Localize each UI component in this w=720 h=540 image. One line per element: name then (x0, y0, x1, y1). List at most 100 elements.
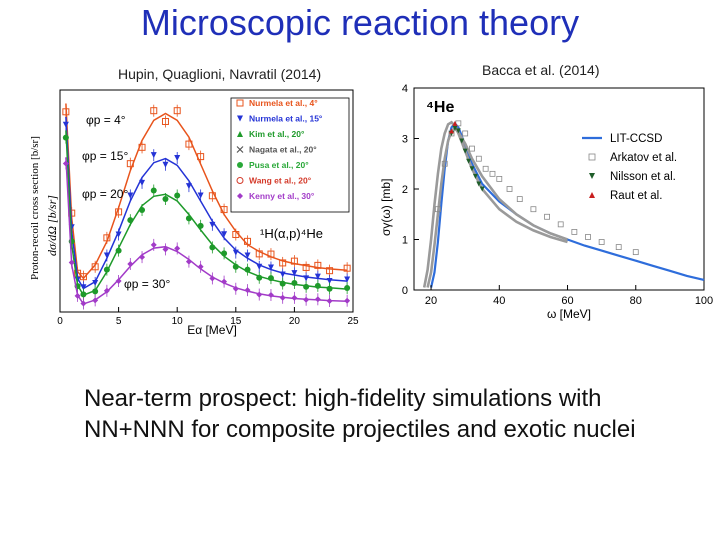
left-point (62, 160, 69, 167)
right-legend: LIT-CCSD Arkatov et al. Nilsson et al. Raut… (582, 133, 677, 202)
right-xtick-label: 40 (493, 295, 505, 307)
right-legend-marker (588, 153, 596, 161)
left-point (326, 278, 333, 285)
left-curve-2 (65, 116, 348, 290)
left-point (92, 279, 99, 286)
left-point (115, 247, 122, 254)
right-ytick-label: 4 (402, 83, 408, 95)
left-point (344, 284, 351, 291)
left-point (220, 206, 228, 214)
left-point (291, 294, 298, 301)
left-point (279, 294, 286, 301)
left-point (221, 231, 228, 238)
left-point (303, 296, 310, 303)
angle-label-15: φp = 15° (82, 149, 128, 163)
right-point-4 (482, 165, 489, 172)
left-point (344, 297, 351, 304)
left-point (343, 264, 351, 272)
left-legend-label: Wang et al., 20° (249, 176, 312, 186)
left-point (291, 270, 298, 277)
right-curve-band-lower (426, 126, 568, 288)
left-legend-label: Kim et al., 20° (249, 129, 305, 139)
left-point (127, 260, 134, 267)
left-point (255, 250, 263, 258)
right-point-5 (455, 128, 461, 134)
right-point-5 (472, 173, 478, 179)
right-series-layer (422, 120, 705, 288)
left-legend: Nurmela et al., 4° Nurmela et al., 15° Kim… (236, 98, 323, 201)
left-point (138, 143, 146, 151)
right-xtick-label: 80 (630, 295, 642, 307)
left-xtick-label: 0 (57, 316, 63, 327)
left-point (150, 152, 157, 159)
left-point (279, 271, 286, 278)
right-point-4 (585, 234, 591, 240)
left-point (185, 140, 193, 148)
left-legend-marker (236, 146, 244, 153)
right-point-4 (615, 244, 622, 250)
left-point (127, 217, 134, 224)
right-point-6 (449, 128, 455, 134)
left-point (62, 134, 69, 141)
left-legend-box (230, 97, 350, 213)
left-point (103, 252, 110, 259)
left-inner-ylabel: dσ/dΩ [b/sr] (45, 195, 59, 256)
left-point (79, 273, 87, 281)
left-point (126, 160, 134, 168)
panel-label-he4: ⁴He (426, 99, 454, 116)
right-point-4 (557, 221, 564, 228)
left-point (267, 275, 274, 282)
left-point (267, 264, 274, 271)
right-legend-label: LIT-CCSD (610, 133, 662, 145)
slide-title: Microscopic reaction theory (140, 2, 580, 43)
left-legend-label: Nagata et al., 20° (249, 145, 317, 155)
left-xlabel: Eα [MeV] (187, 323, 237, 337)
left-legend-marker (237, 162, 243, 168)
left-point (197, 192, 204, 199)
left-point (256, 274, 263, 281)
left-point (197, 263, 204, 270)
left-point (244, 252, 251, 259)
reaction-label: ¹H(α,p)⁴He (260, 226, 323, 241)
left-point (162, 246, 169, 253)
left-xtick-label: 10 (172, 316, 184, 327)
left-point (256, 291, 263, 298)
angle-label-20: φp = 20° (82, 187, 128, 201)
left-point (232, 263, 239, 270)
right-point-4 (516, 196, 523, 202)
right-ytick-label: 3 (402, 134, 408, 146)
right-point-5 (452, 125, 458, 131)
right-point-5 (469, 166, 475, 172)
left-legend-label: Nurmela et al., 15° (249, 114, 323, 124)
left-point (209, 244, 216, 251)
left-point (162, 161, 169, 168)
right-legend-label: Nilsson et al. (610, 171, 676, 183)
left-point (185, 215, 192, 222)
left-point (232, 249, 239, 256)
left-point (74, 292, 81, 299)
left-x-ticks: 0 5 10 15 20 25 (57, 307, 359, 327)
left-point (62, 121, 69, 128)
left-point (314, 273, 321, 280)
left-point (174, 245, 181, 252)
left-point (103, 266, 110, 273)
left-point (62, 108, 70, 116)
left-point (209, 221, 216, 228)
left-point (232, 231, 240, 239)
left-point (139, 206, 146, 213)
left-series-layer (62, 103, 351, 310)
left-xtick-label: 20 (289, 316, 301, 327)
right-legend-label: Arkatov et al. (610, 152, 677, 164)
right-point-4 (489, 170, 496, 177)
left-point (173, 107, 181, 115)
left-point (244, 287, 251, 294)
right-point-4 (475, 155, 482, 162)
right-point-4 (441, 160, 448, 167)
right-point-4 (544, 213, 550, 220)
left-xtick-label: 15 (230, 316, 242, 327)
left-curve-1 (65, 103, 348, 280)
left-point (232, 285, 239, 292)
left-point (244, 237, 252, 245)
right-point-4 (506, 186, 513, 192)
